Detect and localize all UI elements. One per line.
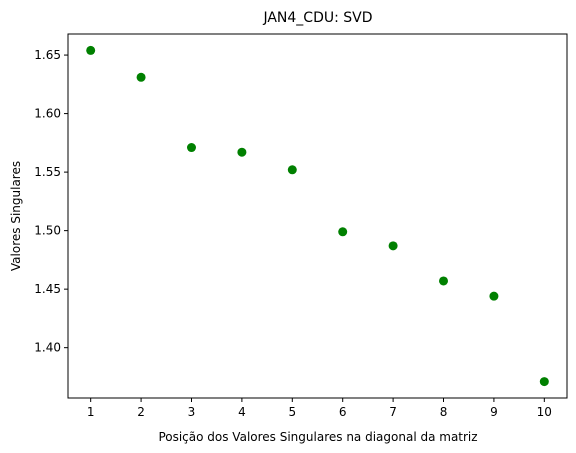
data-point <box>439 276 449 286</box>
x-tick-label: 6 <box>339 405 347 419</box>
y-tick-label: 1.55 <box>34 165 61 179</box>
x-tick-label: 8 <box>440 405 448 419</box>
data-point <box>338 227 348 237</box>
y-tick-label: 1.65 <box>34 48 61 62</box>
data-point <box>237 147 247 157</box>
x-axis: 1 2 3 4 5 6 7 8 9 10 <box>87 398 552 419</box>
data-points <box>86 45 549 387</box>
data-point <box>86 45 96 55</box>
y-tick-label: 1.50 <box>34 224 61 238</box>
y-axis: 1.40 1.45 1.50 1.55 1.60 1.65 <box>34 48 68 355</box>
y-tick-label: 1.60 <box>34 107 61 121</box>
x-tick-label: 3 <box>188 405 196 419</box>
x-tick-label: 7 <box>389 405 397 419</box>
x-tick-label: 2 <box>137 405 145 419</box>
data-point <box>136 72 146 82</box>
data-point <box>287 165 297 175</box>
y-axis-label: Valores Singulares <box>9 161 23 271</box>
x-tick-label: 4 <box>238 405 246 419</box>
data-point <box>388 241 398 251</box>
plot-frame <box>67 33 568 399</box>
data-point <box>539 377 549 387</box>
x-tick-label: 1 <box>87 405 95 419</box>
chart-title: JAN4_CDU: SVD <box>262 10 372 26</box>
data-point <box>186 143 196 153</box>
x-axis-label: Posição dos Valores Singulares na diagon… <box>158 430 477 444</box>
y-tick-label: 1.40 <box>34 341 61 355</box>
x-tick-label: 9 <box>490 405 498 419</box>
y-tick-label: 1.45 <box>34 282 61 296</box>
data-point <box>489 291 499 301</box>
x-tick-label: 5 <box>288 405 296 419</box>
x-tick-label: 10 <box>537 405 552 419</box>
